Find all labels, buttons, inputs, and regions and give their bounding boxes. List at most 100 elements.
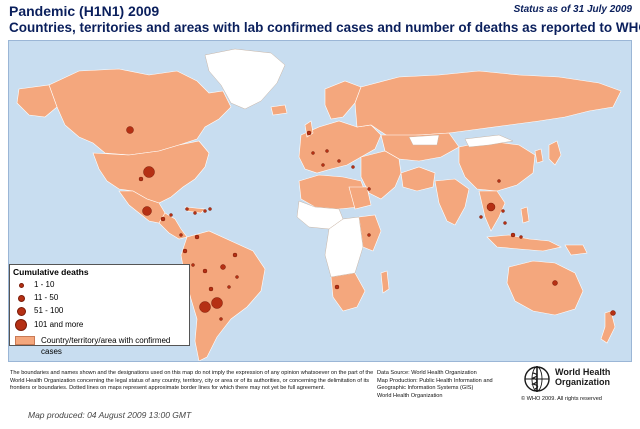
legend-row: 1 - 10 [10,279,189,290]
legend-dot-large [15,319,27,331]
death-marker [321,163,325,167]
death-marker [351,165,355,169]
country-png [564,244,588,256]
death-marker [208,207,212,211]
death-marker [208,286,214,292]
death-markers [126,126,616,321]
legend-row: 51 - 100 [10,305,189,316]
death-marker [126,126,134,134]
death-marker [367,233,371,237]
who-name: World Health Organization [555,367,610,387]
data-source-block: Data Source: World Health Organization M… [377,370,517,400]
country-iceland [270,104,288,116]
country-japan [548,140,562,166]
legend-label: 1 - 10 [34,280,55,289]
legend-row: 101 and more [10,319,189,331]
death-marker [337,159,341,163]
country-egypt [348,186,372,210]
map-title: Pandemic (H1N1) 2009 [9,3,160,19]
death-marker [325,149,329,153]
death-marker [211,297,223,309]
death-marker [306,130,312,136]
death-marker [334,284,340,290]
legend-dot-medium [17,307,26,316]
disclaimer-text: The boundaries and names shown and the d… [10,370,374,392]
country-india [434,178,470,226]
legend-label: 101 and more [34,320,84,329]
death-marker [199,301,211,313]
death-marker [227,285,231,289]
death-marker [311,151,315,155]
who-logo: World Health Organization [522,364,632,398]
country-madagascar [380,270,390,294]
who-emblem-icon [524,366,550,392]
map-subtitle: Countries, territories and areas with la… [9,20,640,35]
header: Pandemic (H1N1) 2009 Countries, territor… [0,0,640,40]
death-marker [179,233,183,237]
death-marker [138,176,144,182]
country-china [458,140,536,192]
legend-label: 11 - 50 [34,293,59,302]
death-marker [479,215,483,219]
country-australia [506,260,584,316]
land-no-confirmed [204,48,514,278]
map-production: Map Production: Public Health Informatio… [377,377,493,392]
death-marker [501,209,505,213]
copyright: © WHO 2009. All rights reserved [521,396,602,402]
country-alaska [16,84,58,118]
country-central-africa [324,216,364,278]
data-source: Data Source: World Health Organization [377,370,477,376]
who-name-line1: World Health [555,367,611,377]
country-scandinavia [324,80,362,120]
death-marker [202,268,208,274]
country-canada [48,68,232,156]
country-middle-east [360,150,402,200]
death-marker [610,310,616,316]
death-marker [185,207,189,211]
death-marker [142,206,152,216]
country-russia [354,70,622,138]
country-new-zealand [600,310,616,344]
death-marker [203,209,207,213]
land-confirmed [16,68,622,361]
world-map-svg [16,48,622,361]
death-marker [519,235,523,239]
map-legend: Cumulative deaths 1 - 10 11 - 50 51 - 10… [9,264,190,356]
who-name-line2: Organization [555,377,611,387]
death-marker [193,211,197,215]
country-central-america [158,212,188,240]
country-europe [298,120,382,174]
death-marker [497,179,501,183]
death-marker [219,317,223,321]
death-marker [232,252,238,258]
death-marker [503,221,507,225]
country-south-america [180,230,266,361]
country-mongolia [464,134,514,148]
country-indonesia [486,234,562,252]
legend-label-confirmed: Country/territory/area with confirmed ca… [41,336,171,356]
country-iran [400,166,436,192]
death-marker [191,263,195,267]
legend-dot-smallest [19,283,24,288]
death-marker [182,248,188,254]
death-marker [169,213,173,217]
legend-row: 11 - 50 [10,292,189,303]
legend-label: 51 - 100 [34,306,64,315]
country-greenland [204,48,286,110]
country-korea [534,148,544,164]
country-southern-africa [330,272,366,312]
death-marker [160,216,166,222]
death-marker [194,234,200,240]
map-production-org: World Health Organization [377,392,443,399]
legend-swatch-confirmed [15,336,35,345]
country-kazakhstan-part [408,134,440,146]
legend-title: Cumulative deaths [13,267,89,277]
legend-dot-small [18,295,25,302]
death-marker [486,202,496,212]
death-marker [235,275,239,279]
status-date: Status as of 31 July 2009 [513,4,632,15]
death-marker [220,264,226,270]
death-marker [143,166,155,178]
map-produced-date: Map produced: 04 August 2009 13:00 GMT [28,410,192,420]
death-marker [552,280,558,286]
